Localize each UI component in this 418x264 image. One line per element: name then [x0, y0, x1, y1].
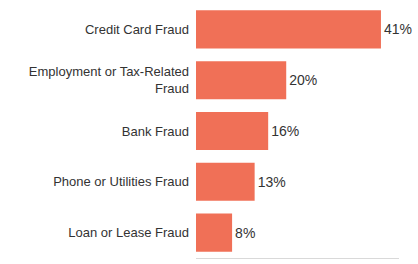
svg-text:16%: 16% — [271, 123, 299, 139]
svg-text:Phone or Utilities Fraud: Phone or Utilities Fraud — [53, 174, 189, 189]
svg-text:Credit Card Fraud: Credit Card Fraud — [85, 22, 189, 37]
svg-text:41%: 41% — [384, 21, 412, 37]
svg-text:Employment or Tax-RelatedFraud: Employment or Tax-RelatedFraud — [29, 64, 189, 96]
svg-text:Loan or Lease Fraud: Loan or Lease Fraud — [68, 225, 189, 240]
svg-text:13%: 13% — [258, 174, 286, 190]
svg-text:8%: 8% — [235, 225, 255, 241]
svg-text:20%: 20% — [289, 72, 317, 88]
svg-text:Bank Fraud: Bank Fraud — [122, 124, 189, 139]
